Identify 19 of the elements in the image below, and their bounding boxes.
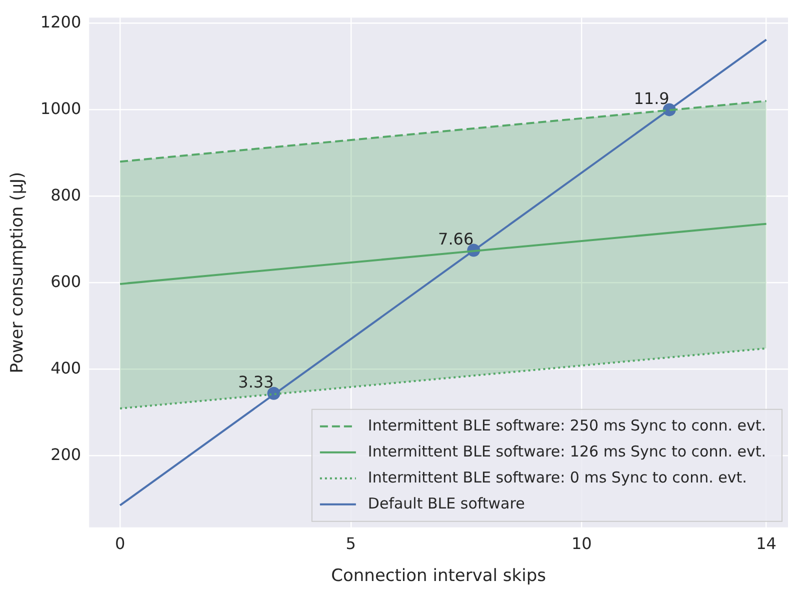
legend-label: Intermittent BLE software: 250 ms Sync to conn. evt. bbox=[368, 416, 766, 434]
annotation: 11.9 bbox=[634, 88, 670, 108]
y-tick-label: 600 bbox=[50, 272, 82, 291]
y-tick-label: 800 bbox=[50, 185, 82, 204]
y-tick-label: 400 bbox=[50, 358, 82, 378]
annotation: 7.66 bbox=[438, 229, 474, 248]
legend-label: Intermittent BLE software: 0 ms Sync to conn. evt. bbox=[368, 468, 747, 486]
y-axis-title: Power consumption (µJ) bbox=[8, 172, 28, 374]
legend-label: Default BLE software bbox=[368, 494, 525, 512]
x-tick-label: 14 bbox=[756, 534, 776, 554]
x-axis-title: Connection interval skips bbox=[331, 566, 546, 586]
annotation: 3.33 bbox=[238, 372, 274, 392]
y-tick-label: 1000 bbox=[40, 98, 82, 118]
x-tick-label: 0 bbox=[114, 534, 126, 554]
y-tick-label: 200 bbox=[50, 444, 82, 464]
y-tick-label: 1200 bbox=[40, 12, 82, 32]
x-tick-label: 10 bbox=[571, 534, 592, 554]
legend-label: Intermittent BLE software: 126 ms Sync to conn. evt. bbox=[368, 442, 766, 460]
x-tick-label: 5 bbox=[346, 534, 356, 554]
